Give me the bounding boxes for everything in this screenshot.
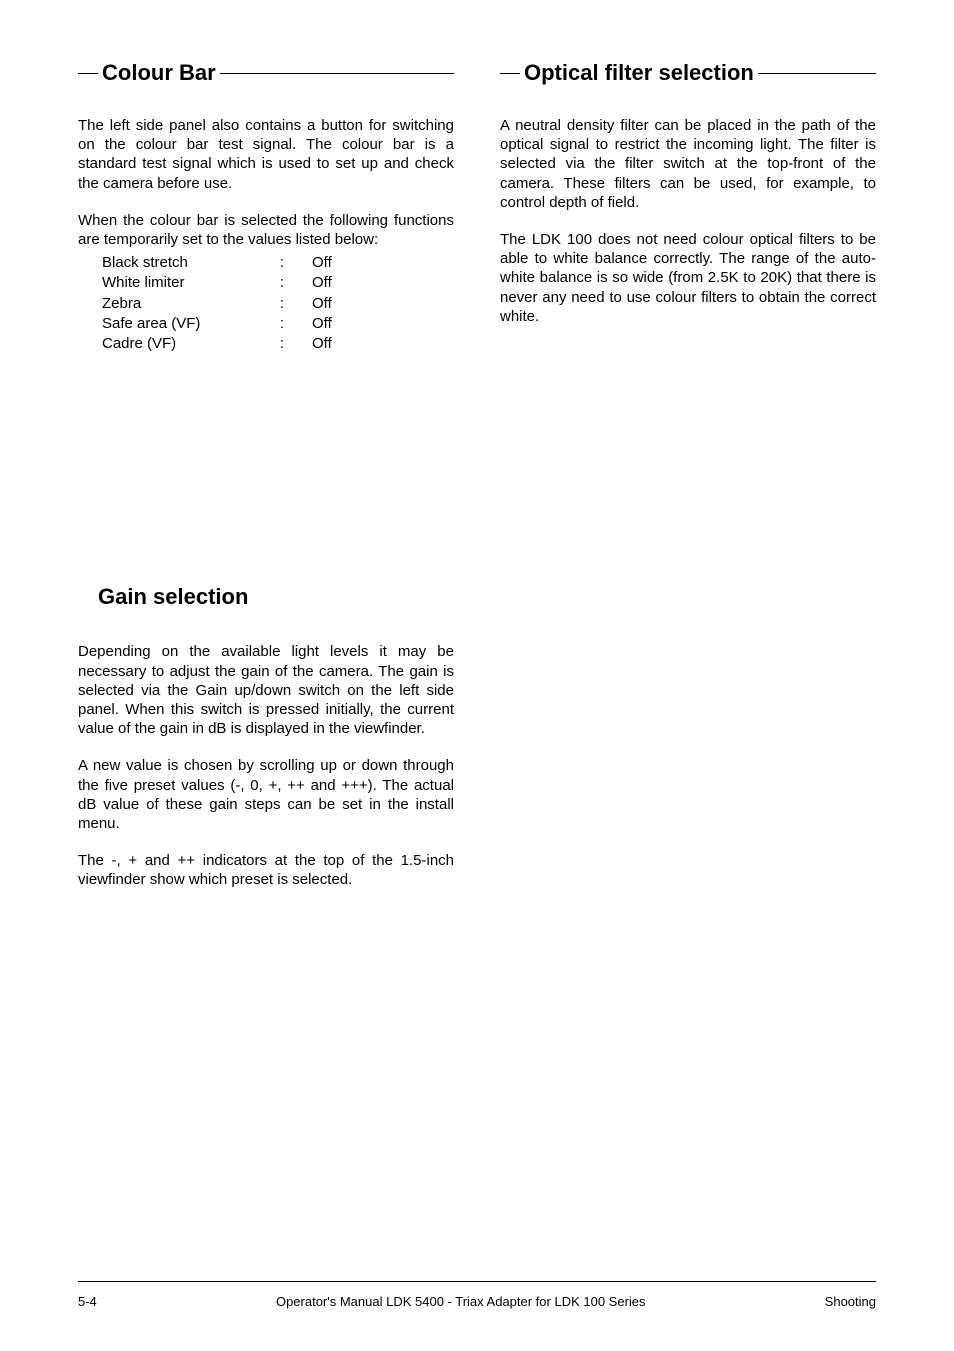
footer-center-text: Operator's Manual LDK 5400 - Triax Adapt… (97, 1294, 825, 1309)
settings-row: White limiter : Off (102, 273, 454, 293)
optical-paragraph-1: A neutral density filter can be placed i… (500, 116, 876, 212)
setting-colon: : (252, 314, 312, 334)
setting-label: Safe area (VF) (102, 314, 252, 334)
colour-bar-heading-row: Colour Bar (78, 60, 454, 86)
setting-colon: : (252, 334, 312, 354)
gain-selection-title: Gain selection (98, 584, 454, 610)
setting-value: Off (312, 334, 372, 354)
colour-bar-paragraph-2: When the colour bar is selected the foll… (78, 211, 454, 249)
optical-heading-row: Optical filter selection (500, 60, 876, 86)
rule-left-short (500, 73, 520, 74)
rule-left-short (78, 73, 98, 74)
footer-row: 5-4 Operator's Manual LDK 5400 - Triax A… (78, 1294, 876, 1309)
rule-after-optical (758, 73, 876, 74)
settings-row: Cadre (VF) : Off (102, 334, 454, 354)
colour-bar-title: Colour Bar (98, 60, 220, 86)
setting-label: Zebra (102, 294, 252, 314)
settings-list: Black stretch : Off White limiter : Off … (102, 253, 454, 354)
setting-label: Black stretch (102, 253, 252, 273)
page-footer: 5-4 Operator's Manual LDK 5400 - Triax A… (78, 1281, 876, 1309)
left-column: Colour Bar The left side panel also cont… (78, 60, 454, 907)
setting-colon: : (252, 273, 312, 293)
page-number: 5-4 (78, 1294, 97, 1309)
setting-colon: : (252, 294, 312, 314)
optical-title: Optical filter selection (520, 60, 758, 86)
rule-after-colour-bar (220, 73, 454, 74)
gain-paragraph-2: A new value is chosen by scrolling up or… (78, 756, 454, 833)
gain-paragraph-3: The -, + and ++ indicators at the top of… (78, 851, 454, 889)
gain-section: Gain selection Depending on the availabl… (78, 584, 454, 889)
footer-rule (78, 1281, 876, 1282)
right-column: Optical filter selection A neutral densi… (500, 60, 876, 907)
setting-value: Off (312, 294, 372, 314)
setting-value: Off (312, 273, 372, 293)
footer-section-name: Shooting (825, 1294, 876, 1309)
settings-row: Zebra : Off (102, 294, 454, 314)
gain-paragraph-1: Depending on the available light levels … (78, 642, 454, 738)
setting-label: Cadre (VF) (102, 334, 252, 354)
settings-row: Black stretch : Off (102, 253, 454, 273)
setting-label: White limiter (102, 273, 252, 293)
setting-colon: : (252, 253, 312, 273)
two-column-layout: Colour Bar The left side panel also cont… (78, 60, 876, 907)
page: Colour Bar The left side panel also cont… (0, 0, 954, 1351)
optical-paragraph-2: The LDK 100 does not need colour optical… (500, 230, 876, 326)
colour-bar-paragraph-1: The left side panel also contains a butt… (78, 116, 454, 193)
setting-value: Off (312, 314, 372, 334)
settings-row: Safe area (VF) : Off (102, 314, 454, 334)
setting-value: Off (312, 253, 372, 273)
